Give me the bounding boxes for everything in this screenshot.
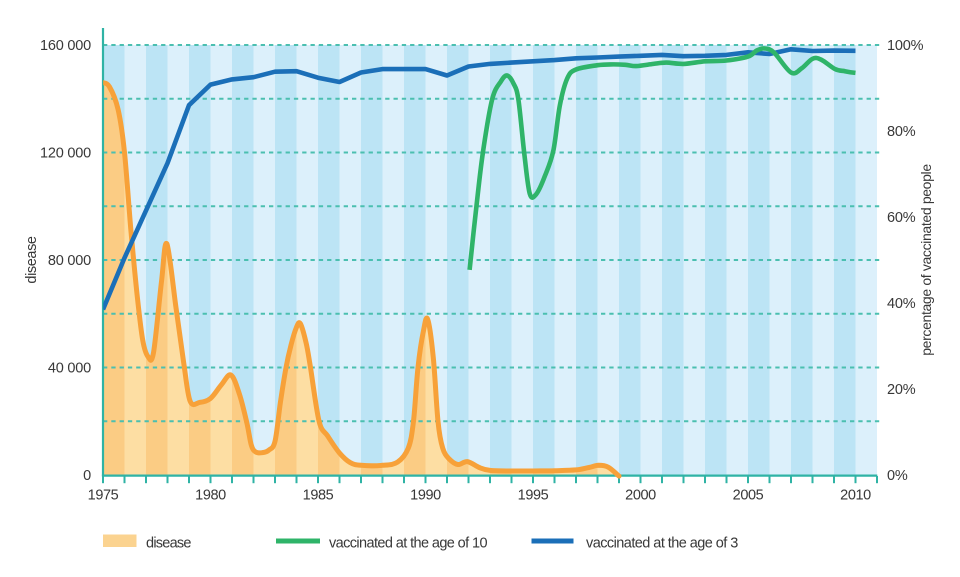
svg-text:160 000: 160 000 (40, 38, 91, 54)
svg-text:1985: 1985 (303, 488, 334, 504)
svg-text:1975: 1975 (88, 488, 119, 504)
svg-text:60%: 60% (887, 210, 916, 226)
svg-text:120 000: 120 000 (40, 146, 91, 162)
svg-text:2005: 2005 (733, 488, 764, 504)
svg-text:40%: 40% (887, 296, 916, 312)
svg-text:100%: 100% (887, 38, 924, 54)
svg-text:disease: disease (146, 536, 191, 552)
svg-text:vaccinated at the age of 3: vaccinated at the age of 3 (586, 536, 738, 552)
svg-text:2010: 2010 (840, 488, 871, 504)
svg-text:0%: 0% (887, 468, 908, 484)
svg-text:percentage of vaccinated peopl: percentage of vaccinated people (918, 164, 934, 356)
svg-text:1995: 1995 (518, 488, 549, 504)
svg-text:20%: 20% (887, 382, 916, 398)
svg-text:vaccinated at the age of 10: vaccinated at the age of 10 (329, 536, 487, 552)
svg-text:1990: 1990 (410, 488, 441, 504)
svg-text:disease: disease (24, 236, 40, 284)
svg-text:80 000: 80 000 (48, 253, 91, 269)
svg-text:40 000: 40 000 (48, 361, 91, 377)
svg-text:2000: 2000 (625, 488, 656, 504)
svg-text:80%: 80% (887, 124, 916, 140)
svg-text:0: 0 (83, 468, 91, 484)
svg-text:1980: 1980 (195, 488, 226, 504)
